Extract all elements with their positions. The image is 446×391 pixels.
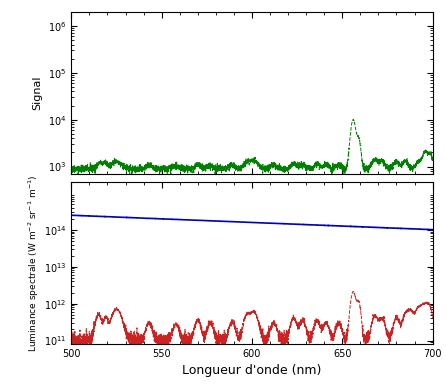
Y-axis label: Signal: Signal: [33, 75, 42, 110]
Y-axis label: Luminance spectrale (W m$^{-2}$ sr$^{-1}$ m$^{-1}$): Luminance spectrale (W m$^{-2}$ sr$^{-1}…: [26, 174, 41, 352]
X-axis label: Longueur d'onde (nm): Longueur d'onde (nm): [182, 364, 322, 377]
